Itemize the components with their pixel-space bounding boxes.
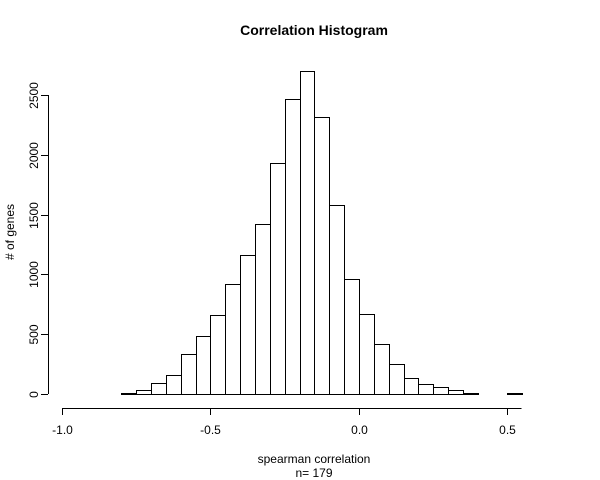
y-tick-label: 1500 [27,202,41,229]
histogram-bar [359,314,375,395]
y-tick-label: 0 [27,391,41,398]
histogram-bar [389,364,405,395]
histogram-bar [225,284,241,395]
chart-title: Correlation Histogram [240,22,388,38]
histogram-bar [344,279,360,395]
histogram-bar [433,387,449,395]
histogram-bar [314,117,330,395]
x-tick-label: -0.5 [200,423,221,437]
y-tick-label: 1000 [27,261,41,288]
x-ticks-group: -1.0 -0.5 0.0 0.5 [52,408,516,437]
histogram-bar [240,255,256,395]
histogram-bar [374,344,390,395]
y-ticks-group: 0 500 1000 1500 2000 2500 [27,82,48,398]
x-tick-label: -1.0 [52,423,73,437]
histogram-bar [210,315,226,395]
x-tick-label: 0.5 [499,423,516,437]
histogram-bar [270,163,286,395]
histogram-bar [166,375,182,395]
x-axis-label: spearman correlation [258,452,371,466]
y-axis-label: # of genes [3,204,17,260]
histogram-bar [181,354,197,395]
histogram-bar [136,390,152,395]
histogram-bar [196,336,211,395]
y-tick-label: 2500 [27,82,41,109]
y-tick-label: 500 [27,324,41,344]
x-axis-note: n= 179 [295,466,332,480]
histogram-bar [329,205,345,395]
histogram-bar [285,99,301,395]
histogram-bar [404,378,419,395]
histogram-bar [448,390,464,395]
x-tick-label: 0.0 [351,423,368,437]
histogram-bar [255,224,271,395]
histogram-bar [151,383,167,395]
histogram-bar [463,393,479,395]
bars-group [121,71,523,395]
histogram-bar [121,393,137,395]
histogram-bar [418,384,434,395]
y-tick-label: 2000 [27,142,41,169]
histogram-bar [300,71,315,395]
histogram-bar [507,393,523,395]
